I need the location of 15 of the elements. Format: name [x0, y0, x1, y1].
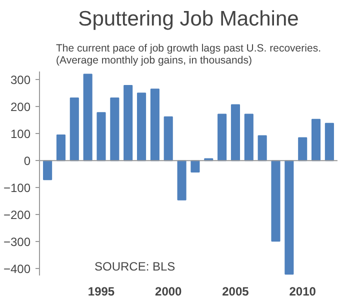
y-tick-label: −400 [3, 262, 31, 276]
y-tick-label: 200 [10, 100, 31, 114]
y-tick-label: 300 [10, 73, 31, 88]
chart-title: Sputtering Job Machine [78, 8, 299, 30]
chart-subtitle: The current pace of job growth lags past U.S. recoveries. (Average monthly job gains, in thousands) [56, 42, 321, 66]
y-tick-label: −200 [3, 208, 31, 222]
y-tick-label: 0 [24, 154, 31, 168]
y-tick-label: −300 [3, 235, 31, 250]
x-tick-label: 1995 [88, 284, 115, 298]
annotation: SOURCE: BLS [94, 260, 176, 274]
x-tick-label: 2000 [155, 284, 182, 298]
x-tick-label: 2010 [289, 284, 316, 298]
y-tick-label: −100 [3, 181, 31, 196]
x-tick-label: 2005 [222, 284, 250, 298]
y-tick-label: 100 [10, 127, 31, 142]
